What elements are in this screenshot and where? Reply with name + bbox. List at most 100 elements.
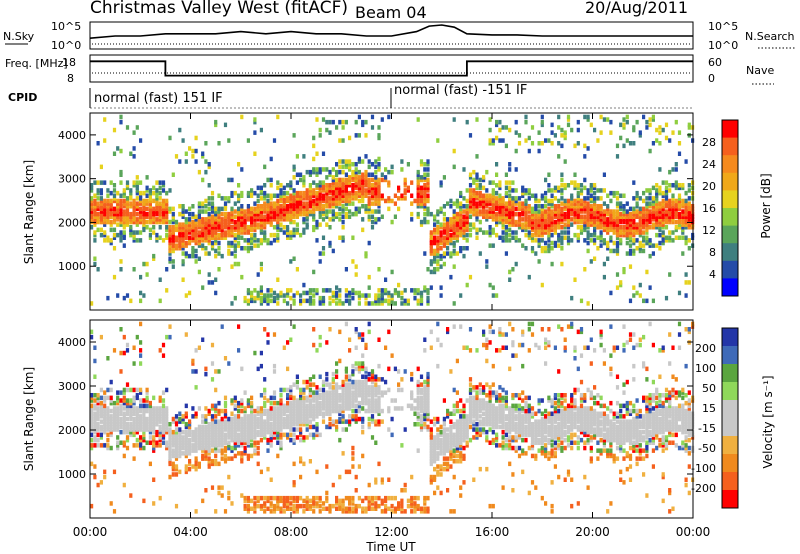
power-cell — [354, 169, 358, 175]
power-cell — [416, 169, 420, 175]
power-cell — [116, 214, 120, 219]
power-cell — [318, 204, 322, 209]
power-cell — [511, 267, 515, 272]
velocity-cell — [400, 488, 404, 493]
power-cell — [521, 209, 525, 214]
velocity-cell — [210, 437, 215, 443]
velocity-cell — [351, 501, 355, 506]
power-cell — [279, 209, 283, 214]
velocity-cell — [230, 429, 234, 435]
velocity-cell — [357, 403, 361, 409]
velocity-cell — [246, 432, 250, 438]
velocity-cell — [351, 456, 355, 461]
power-colorbar-tick-label: 8 — [709, 246, 716, 259]
velocity-cell — [171, 419, 175, 424]
power-cell — [508, 232, 512, 238]
velocity-cell — [191, 445, 195, 451]
velocity-cell — [393, 509, 397, 514]
power-cell — [508, 206, 512, 212]
power-cell — [178, 222, 182, 227]
power-cell — [478, 204, 482, 209]
power-cell — [246, 138, 250, 143]
power-cell — [370, 214, 375, 219]
power-cell — [468, 175, 473, 180]
power-cell — [615, 240, 620, 246]
velocity-cell — [178, 443, 182, 448]
power-cell — [511, 211, 515, 217]
power-cell — [475, 172, 479, 177]
power-cell — [253, 235, 257, 240]
velocity-cell — [263, 501, 267, 506]
power-cell — [648, 240, 652, 246]
velocity-cell — [259, 408, 263, 414]
power-cell — [527, 232, 531, 238]
power-cell — [498, 180, 502, 185]
power-cell — [403, 298, 407, 304]
velocity-cell — [240, 459, 244, 464]
power-cell — [122, 201, 126, 206]
velocity-cell — [96, 411, 100, 416]
power-cell — [354, 211, 358, 217]
velocity-cell — [135, 427, 139, 432]
power-cell — [266, 214, 270, 219]
power-cell — [684, 225, 688, 230]
power-cell — [135, 217, 139, 222]
velocity-cell — [204, 432, 208, 438]
power-cell — [429, 246, 433, 251]
velocity-cell — [155, 406, 159, 411]
power-cell — [214, 217, 218, 222]
power-cell — [302, 282, 306, 288]
power-cell — [148, 188, 152, 193]
power-cell — [508, 180, 512, 185]
power-cell — [475, 206, 479, 212]
velocity-cell — [272, 503, 277, 509]
velocity-cell — [282, 495, 286, 501]
power-cell — [374, 201, 378, 206]
velocity-cell — [289, 400, 293, 406]
power-cell — [452, 209, 456, 214]
velocity-cell — [289, 390, 293, 395]
power-cell — [384, 167, 388, 172]
power-cell — [367, 285, 371, 290]
power-cell — [615, 227, 620, 233]
power-cell — [511, 180, 515, 185]
power-cell — [563, 206, 567, 212]
power-cell — [338, 196, 342, 201]
power-cell — [684, 222, 688, 227]
power-cell — [174, 227, 179, 233]
velocity-cell — [272, 416, 277, 422]
velocity-cell — [99, 334, 103, 340]
power-cell — [570, 217, 574, 222]
power-cell — [286, 225, 290, 230]
power-cell — [312, 217, 316, 222]
velocity-cell — [357, 390, 361, 395]
velocity-cell — [217, 424, 221, 430]
power-cell — [488, 214, 492, 219]
velocity-cell — [321, 387, 326, 393]
power-cell — [210, 243, 215, 248]
power-cell — [625, 251, 629, 256]
velocity-cell — [119, 327, 123, 332]
power-cell — [250, 240, 254, 246]
power-cell — [527, 217, 531, 222]
velocity-cell — [256, 495, 260, 501]
power-cell — [537, 232, 541, 238]
power-cell — [410, 201, 414, 206]
velocity-cell — [112, 406, 117, 411]
power-cell — [648, 225, 652, 230]
velocity-cell — [286, 422, 290, 427]
power-cell — [557, 222, 561, 227]
power-cell — [96, 211, 100, 217]
power-cell — [210, 240, 215, 246]
velocity-cell — [214, 403, 218, 409]
power-cell — [168, 219, 172, 225]
velocity-cell — [276, 422, 280, 427]
power-cell — [269, 288, 273, 293]
velocity-cell — [269, 432, 273, 438]
power-cell — [223, 211, 228, 217]
power-cell — [233, 238, 237, 243]
velocity-cell — [318, 400, 322, 406]
power-cell — [648, 209, 652, 214]
frequency-panel: Freq. [MHz] 18 8 60 0 Nave — [5, 54, 774, 85]
